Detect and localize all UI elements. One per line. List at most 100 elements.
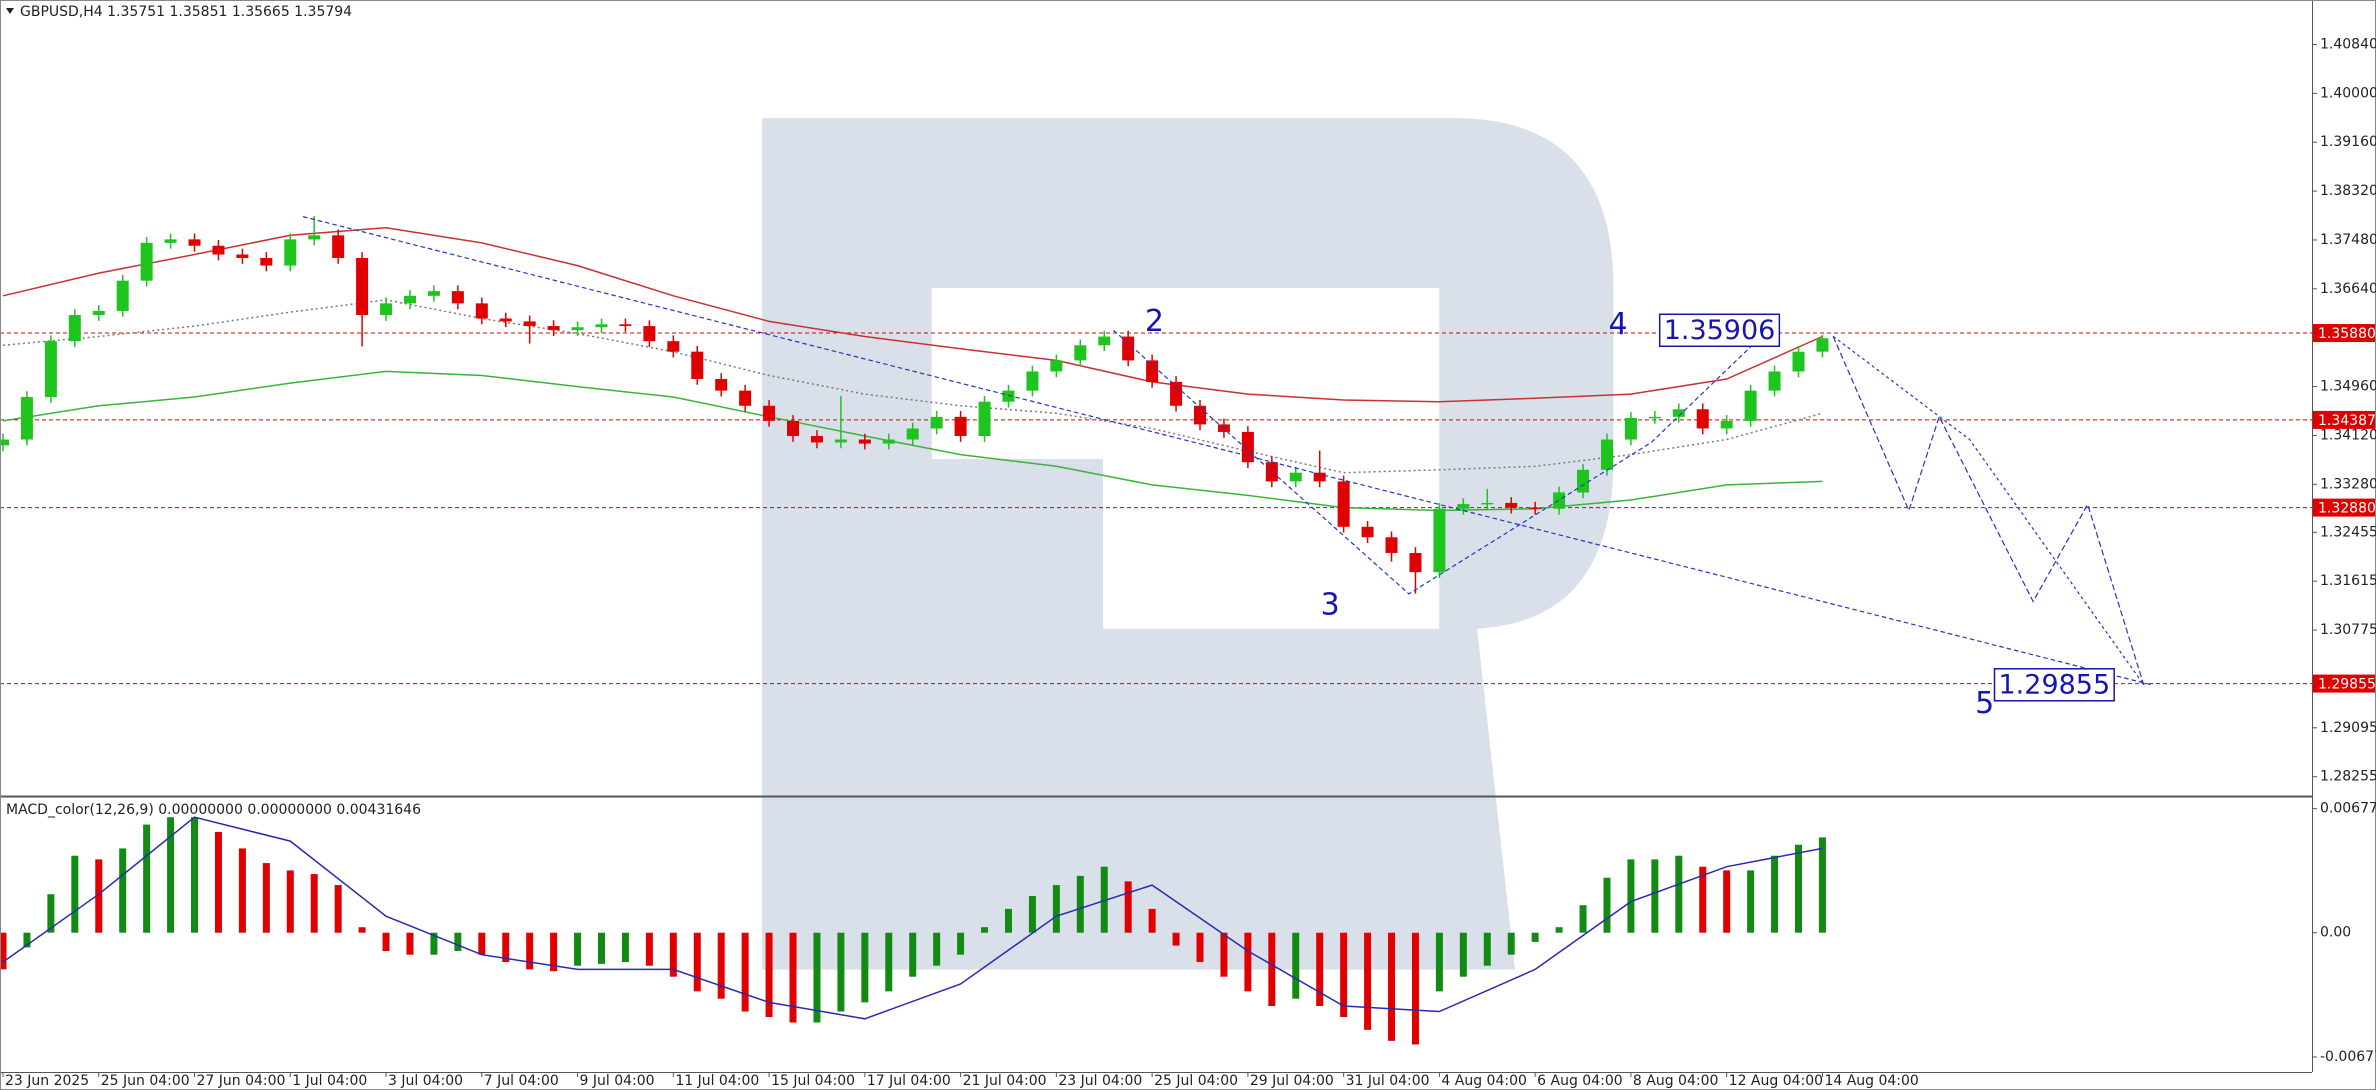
- histogram-bar: [669, 932, 677, 977]
- candle-body: [1768, 371, 1781, 391]
- candle-body: [1505, 502, 1518, 508]
- candle-body: [164, 239, 177, 243]
- candle-body: [1648, 416, 1661, 419]
- y-tick-label: 1.29095: [2320, 720, 2376, 736]
- histogram-bar: [119, 848, 127, 933]
- candle-body: [1600, 439, 1613, 470]
- histogram-bar: [0, 932, 7, 970]
- histogram-bar: [909, 932, 917, 977]
- y-tick-label: 0.0067702: [2320, 801, 2376, 817]
- candle-body: [787, 420, 800, 437]
- candle-body: [954, 416, 967, 437]
- y-tick-label: 1.32455: [2320, 524, 2376, 540]
- x-tick-label: 1 Jul 04:00: [292, 1073, 367, 1089]
- histogram-bar: [382, 932, 390, 952]
- level-label-box: [2313, 498, 2375, 517]
- histogram-bar: [789, 932, 797, 1023]
- candle-body: [44, 341, 57, 398]
- candle-body: [882, 439, 895, 444]
- histogram-bar: [861, 932, 869, 1003]
- histogram-bar: [214, 831, 222, 933]
- y-tick-label: 1.40000: [2320, 85, 2376, 101]
- candle-body: [906, 428, 919, 440]
- histogram-bar: [1795, 844, 1802, 933]
- histogram-bar: [598, 932, 605, 964]
- histogram-bar: [1172, 932, 1180, 946]
- y-tick-label: 1.30775: [2320, 622, 2376, 638]
- x-tick-label: 8 Aug 04:00: [1633, 1073, 1719, 1089]
- histogram-bar: [813, 932, 821, 1023]
- candle-body: [284, 239, 297, 266]
- x-tick-label: 14 Aug 04:00: [1824, 1073, 1918, 1089]
- x-tick-label: 25 Jun 04:00: [101, 1073, 190, 1089]
- level-label-box: [2313, 410, 2375, 429]
- x-tick-label: 9 Jul 04:00: [580, 1073, 655, 1089]
- price-callout-box: [1993, 668, 2115, 702]
- x-tick-label: 4 Aug 04:00: [1441, 1073, 1527, 1089]
- moving-average: [2, 299, 1823, 474]
- histogram-bar: [550, 932, 558, 972]
- chart-title: GBPUSD,H4 1.35751 1.35851 1.35665 1.3579…: [20, 4, 352, 20]
- histogram-bar: [1316, 932, 1324, 1007]
- histogram-bar: [1627, 859, 1635, 933]
- histogram-bar: [1028, 896, 1036, 933]
- candle-body: [858, 439, 871, 444]
- candle-body: [1792, 351, 1805, 372]
- x-tick-label: 23 Jul 04:00: [1058, 1073, 1142, 1089]
- price-callout: 1.29855: [1999, 669, 2111, 700]
- candle-body: [1002, 390, 1015, 402]
- histogram-bar: [71, 855, 79, 933]
- histogram-bar: [143, 824, 151, 933]
- histogram-bar: [406, 932, 414, 955]
- candle-body: [1361, 526, 1374, 538]
- histogram-bar: [358, 927, 366, 933]
- y-tick-label: 1.39160: [2320, 134, 2376, 150]
- histogram-bar: [1483, 932, 1491, 966]
- candle-body: [1289, 472, 1302, 482]
- level-label-box: [2313, 674, 2375, 693]
- histogram-bar: [334, 885, 342, 933]
- wave-label: 4: [1608, 307, 1627, 342]
- candle-body: [691, 351, 704, 380]
- histogram-bar: [238, 848, 246, 933]
- candle-body: [1194, 405, 1206, 425]
- y-tick-label: 1.36640: [2320, 281, 2376, 297]
- histogram-bar: [693, 932, 701, 992]
- candle-body: [643, 326, 656, 342]
- candle-body: [116, 280, 129, 311]
- candle-body: [68, 315, 81, 342]
- candle-body: [1457, 504, 1470, 509]
- price-callout: 1.35906: [1664, 315, 1776, 346]
- histogram-bar: [23, 932, 31, 948]
- histogram-bar: [1818, 837, 1826, 933]
- histogram-bar: [1651, 859, 1659, 933]
- decorations: [762, 118, 1614, 970]
- histogram-bar: [717, 932, 725, 999]
- y-tick-label: 1.28255: [2320, 769, 2376, 785]
- histogram-bar: [502, 932, 510, 963]
- candle-body: [236, 254, 249, 258]
- x-tick-label: 6 Aug 04:00: [1537, 1073, 1623, 1089]
- candle-body: [1337, 481, 1350, 527]
- histogram-bar: [1340, 932, 1348, 1018]
- candle-body: [1672, 409, 1685, 417]
- histogram-bar: [1411, 932, 1419, 1045]
- candle-body: [1481, 502, 1494, 505]
- candle-body: [1577, 469, 1590, 493]
- level-label: 1.34387: [2318, 413, 2376, 429]
- candle-body: [1624, 417, 1637, 440]
- histogram-bar: [933, 932, 941, 966]
- x-tick-label: 31 Jul 04:00: [1346, 1073, 1430, 1089]
- candle-body: [1553, 492, 1566, 509]
- candle-body: [475, 303, 488, 319]
- wave-drawings: [302, 216, 2152, 686]
- candle-body: [595, 324, 608, 328]
- histogram-bar: [262, 863, 270, 933]
- histogram-bar: [837, 932, 845, 1012]
- candle-body: [1816, 338, 1829, 352]
- y-tick-label: 1.33280: [2320, 476, 2376, 492]
- histogram-bar: [1555, 927, 1563, 933]
- y-tick-label: -0.0067796: [2320, 1049, 2376, 1065]
- histogram-bar: [765, 932, 773, 1018]
- watermark-logo: [762, 118, 1614, 970]
